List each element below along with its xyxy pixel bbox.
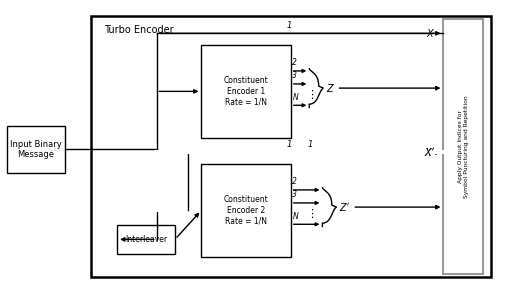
Bar	[202, 45, 291, 138]
Text: $X$: $X$	[426, 27, 435, 39]
Bar	[91, 16, 491, 277]
Text: Turbo Encoder: Turbo Encoder	[104, 25, 174, 35]
Bar	[117, 225, 175, 254]
Text: 3: 3	[292, 190, 297, 200]
Text: ⋮: ⋮	[306, 209, 317, 219]
Text: Interleaver: Interleaver	[125, 235, 167, 244]
Text: $Z'$: $Z'$	[339, 201, 351, 213]
Text: $Z$: $Z$	[326, 82, 335, 94]
Bar	[7, 126, 65, 173]
Text: 3: 3	[292, 71, 297, 81]
Text: $X'$: $X'$	[424, 146, 435, 158]
Text: ⋮: ⋮	[306, 90, 317, 100]
Text: Input Binary
Message: Input Binary Message	[10, 140, 61, 159]
Text: 2: 2	[292, 58, 297, 67]
Text: 2: 2	[292, 178, 297, 186]
Text: $X'$: $X'$	[424, 146, 435, 158]
Bar	[443, 19, 483, 274]
Text: 1: 1	[287, 21, 292, 30]
Text: Constituent
Encoder 1
Rate = 1/N: Constituent Encoder 1 Rate = 1/N	[224, 76, 268, 106]
Text: 1: 1	[308, 139, 313, 149]
Text: Constituent
Encoder 2
Rate = 1/N: Constituent Encoder 2 Rate = 1/N	[224, 195, 268, 225]
Text: $N$: $N$	[292, 91, 299, 102]
Text: Apply Output Indices for
Symbol Puncturing and Repetition: Apply Output Indices for Symbol Puncturi…	[458, 95, 469, 198]
Text: $N$: $N$	[292, 210, 299, 221]
Text: 1: 1	[287, 139, 292, 149]
Bar	[202, 164, 291, 257]
